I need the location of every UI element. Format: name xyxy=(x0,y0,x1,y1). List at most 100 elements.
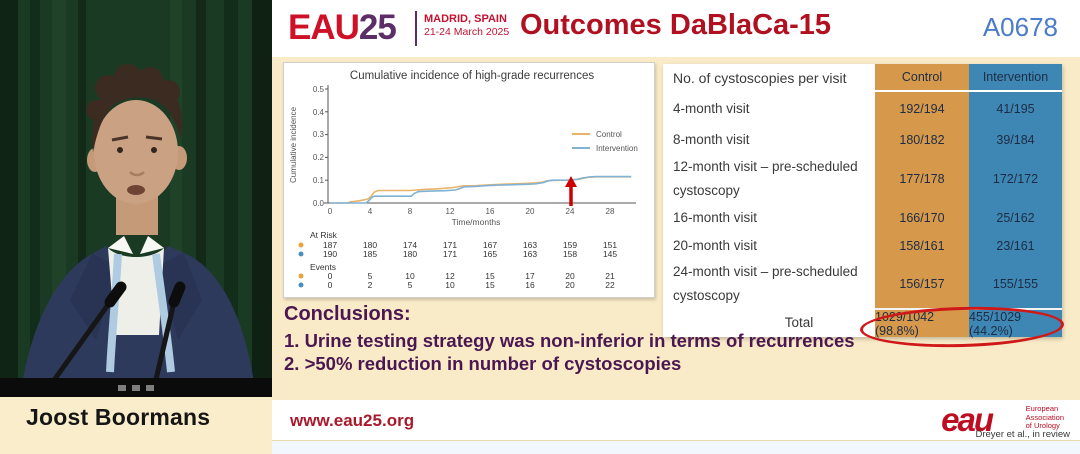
table-cell-intervention: 39/184 xyxy=(969,125,1062,155)
bottom-strip xyxy=(272,441,1080,454)
svg-text:20: 20 xyxy=(565,271,575,281)
table-cell-intervention: 155/155 xyxy=(969,260,1062,308)
table-total-control: 1029/1042 (98.8%) xyxy=(875,308,969,338)
eau-footer-logo: eau xyxy=(941,401,994,438)
speaker-name: Joost Boormans xyxy=(26,404,211,430)
eau-logo-year: 25 xyxy=(358,8,397,47)
table-cell-control: 192/194 xyxy=(875,92,969,125)
speaker-figure xyxy=(20,64,256,397)
at-risk-intervention-row: 190 185 180 171 165 163 158 145 xyxy=(323,249,617,259)
svg-text:12: 12 xyxy=(445,271,455,281)
slide-footer: www.eau25.org eau European Association o… xyxy=(272,400,1080,441)
annotation-arrow xyxy=(565,176,577,206)
intervention-dot xyxy=(298,251,304,257)
svg-text:0.1: 0.1 xyxy=(313,176,325,185)
caption-line: European xyxy=(1025,404,1059,413)
svg-text:0: 0 xyxy=(328,207,333,216)
events-label: Events xyxy=(310,262,336,272)
svg-text:187: 187 xyxy=(323,240,337,250)
table-cell-intervention: 23/161 xyxy=(969,232,1062,260)
svg-text:185: 185 xyxy=(363,249,377,259)
laptop-status-icon xyxy=(132,384,140,391)
congress-city: MADRID, SPAIN xyxy=(424,13,507,25)
svg-text:5: 5 xyxy=(408,280,413,290)
svg-text:0.2: 0.2 xyxy=(313,153,325,162)
svg-text:163: 163 xyxy=(523,240,537,250)
caption-line: Association xyxy=(1025,412,1064,422)
svg-text:171: 171 xyxy=(443,249,457,259)
table-cell-control: 166/170 xyxy=(875,203,969,232)
table-cell-intervention: 25/162 xyxy=(969,203,1062,232)
svg-text:145: 145 xyxy=(603,249,617,259)
intervention-series-line xyxy=(330,175,632,204)
svg-text:0.0: 0.0 xyxy=(313,199,325,208)
laptop-status-icon xyxy=(118,384,126,391)
svg-text:167: 167 xyxy=(483,240,497,250)
svg-text:180: 180 xyxy=(403,249,417,259)
citation-credit: Dreyer et al., in review xyxy=(975,429,1070,440)
svg-text:151: 151 xyxy=(603,240,617,250)
svg-text:10: 10 xyxy=(445,280,455,290)
table-cell-control: 180/182 xyxy=(875,125,969,155)
eau25-logo: EAU25 xyxy=(288,8,397,48)
x-axis-label: Time/months xyxy=(452,217,501,227)
slide-header: EAU25 MADRID, SPAIN 21-24 March 2025 Out… xyxy=(272,0,1080,57)
table-row-label: 8-month visit xyxy=(673,132,750,147)
svg-text:16: 16 xyxy=(486,207,495,216)
at-risk-control-row: 187 180 174 171 167 163 159 151 xyxy=(323,240,617,250)
y-tick-marks xyxy=(325,88,328,204)
podium-laptop-edge xyxy=(0,378,272,397)
speaker-video xyxy=(0,0,272,397)
congress-dates: 21-24 March 2025 xyxy=(424,26,510,38)
table-header-intervention: Intervention xyxy=(969,64,1062,92)
table-row-label: 16-month visit xyxy=(673,209,758,225)
svg-text:15: 15 xyxy=(485,280,495,290)
control-dot xyxy=(298,242,304,248)
svg-text:190: 190 xyxy=(323,249,337,259)
svg-text:174: 174 xyxy=(403,240,417,250)
table-cell-control: 156/157 xyxy=(875,260,969,308)
table-cell-intervention: 172/172 xyxy=(969,155,1062,203)
caption-line: of Urology xyxy=(1025,421,1060,430)
chart-title: Cumulative incidence of high-grade recur… xyxy=(350,70,594,82)
cystoscopy-results-table: No. of cystoscopies per visit Control In… xyxy=(663,64,1062,338)
svg-text:0: 0 xyxy=(328,271,333,281)
svg-text:159: 159 xyxy=(563,240,577,250)
svg-text:22: 22 xyxy=(605,280,615,290)
eau-footer-caption: European Association of Urology xyxy=(1025,404,1064,431)
svg-text:0.5: 0.5 xyxy=(313,85,325,94)
y-tick-labels: 0.0 0.1 0.2 0.3 0.4 0.5 xyxy=(313,85,325,208)
legend-label-control: Control xyxy=(596,130,622,139)
at-risk-label: At Risk xyxy=(310,230,338,240)
slide-title: Outcomes DaBlaCa-15 xyxy=(520,9,832,41)
congress-url: www.eau25.org xyxy=(290,411,415,430)
svg-text:2: 2 xyxy=(368,280,373,290)
table-row-label: 12-month visit – pre-scheduled cystoscop… xyxy=(673,159,858,198)
conclusion-item: 2. >50% reduction in number of cystoscop… xyxy=(284,353,682,374)
events-control-row: 0 5 10 12 15 17 20 21 xyxy=(328,271,615,281)
svg-text:16: 16 xyxy=(525,280,535,290)
table-header-label: No. of cystoscopies per visit xyxy=(673,70,847,86)
table-cell-control: 177/178 xyxy=(875,155,969,203)
svg-text:0.4: 0.4 xyxy=(313,108,325,117)
control-dot xyxy=(298,273,304,279)
svg-text:163: 163 xyxy=(523,249,537,259)
y-axis-label: Cumulative incidence xyxy=(289,106,298,183)
table-row-label: 4-month visit xyxy=(673,100,750,116)
table-row-label: 24-month visit – pre-scheduled cystoscop… xyxy=(673,264,858,303)
svg-text:4: 4 xyxy=(368,207,373,216)
slide-body: Cumulative incidence of high-grade recur… xyxy=(272,57,1080,400)
table-header-control: Control xyxy=(875,64,969,92)
congress-location: MADRID, SPAIN 21-24 March 2025 xyxy=(424,13,509,39)
chart-panel: Cumulative incidence of high-grade recur… xyxy=(283,62,655,298)
abstract-code: A0678 xyxy=(982,12,1058,42)
at-risk-table: At Risk 187 180 174 171 167 163 159 151 190 1… xyxy=(298,230,617,290)
svg-text:165: 165 xyxy=(483,249,497,259)
table-cell-intervention: 41/195 xyxy=(969,92,1062,125)
table-total-label: Total xyxy=(784,314,814,330)
speaker-illustration xyxy=(0,0,272,397)
svg-text:5: 5 xyxy=(368,271,373,281)
svg-text:10: 10 xyxy=(405,271,415,281)
svg-text:158: 158 xyxy=(563,249,577,259)
